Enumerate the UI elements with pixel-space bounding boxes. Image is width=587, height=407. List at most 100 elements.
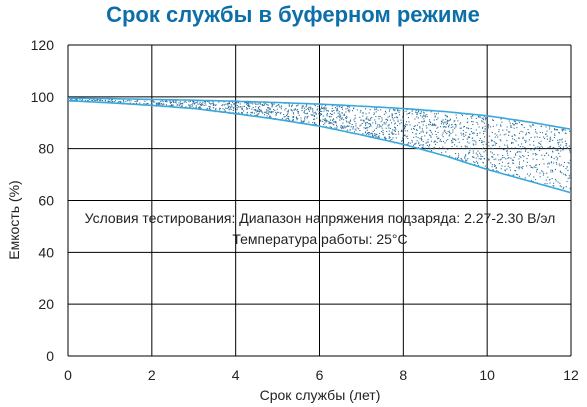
dot [434,143,436,145]
dot [366,121,368,123]
dot [492,119,494,121]
dot [394,109,396,111]
dot [180,103,182,105]
dot [269,115,271,117]
dot [484,128,486,130]
dot [514,135,516,137]
dot [545,179,547,181]
dot [387,116,389,118]
dot [529,125,531,127]
dot [341,118,343,120]
dot [555,178,557,180]
dot [556,129,558,131]
dot [444,114,446,116]
dot [512,138,514,140]
dot [291,104,293,106]
dot [234,110,236,112]
dot [193,103,195,105]
dot [465,155,467,157]
dot [540,140,542,142]
dot [519,175,521,177]
dot [338,105,340,107]
dot [104,100,106,102]
dot [405,110,407,112]
dot [465,131,467,133]
dot [188,104,190,106]
dot [534,147,536,149]
dot [373,113,375,115]
dot [396,116,398,118]
dot [157,103,159,105]
dot [403,127,405,129]
series-line-upper [67,97,572,130]
dot [303,120,305,122]
dot [447,138,449,140]
dot [387,119,389,121]
dot [112,101,114,103]
dot [531,124,533,126]
dot [495,167,497,169]
dot [393,120,395,122]
dot [174,101,176,103]
dot [275,114,277,116]
dot [376,136,378,138]
dot [463,126,465,128]
dot [523,156,525,158]
dot [504,165,506,167]
dot [481,141,483,143]
dot [539,136,541,138]
dot [562,128,564,130]
dot [491,164,493,166]
dot [478,158,480,160]
dot [565,168,567,170]
dot [500,168,502,170]
dot [524,177,526,179]
dot [421,128,423,130]
dot [356,109,358,111]
dot [366,116,368,118]
dot [557,129,559,131]
dot [254,102,256,104]
dot [324,119,326,121]
dot [375,127,377,129]
dot [496,170,498,172]
dot [416,116,418,118]
dot [525,141,527,143]
dot [498,129,500,131]
dot [553,185,555,187]
dot [488,124,490,126]
dot [367,132,369,134]
dot [363,127,365,129]
dot [362,119,364,121]
dot [419,138,421,140]
dot [394,130,396,132]
dot [340,125,342,127]
dot [487,159,489,161]
dot [414,143,416,145]
dot [402,137,404,139]
dot [394,122,396,124]
dot [94,100,96,102]
dot [451,142,453,144]
dot [381,131,383,133]
dot [519,146,521,148]
dot [461,115,463,117]
dot [366,133,368,135]
dot [294,108,296,110]
dot [504,144,506,146]
dot [258,113,260,115]
dot [320,113,322,115]
dot [466,138,468,140]
dot [476,133,478,135]
dot [511,142,513,144]
dot [426,114,428,116]
dot [484,119,486,121]
dot [257,106,259,108]
dot [544,183,546,185]
dot [312,111,314,113]
dot [288,118,290,120]
dot [502,157,504,159]
dot [288,116,290,118]
dot [484,125,486,127]
